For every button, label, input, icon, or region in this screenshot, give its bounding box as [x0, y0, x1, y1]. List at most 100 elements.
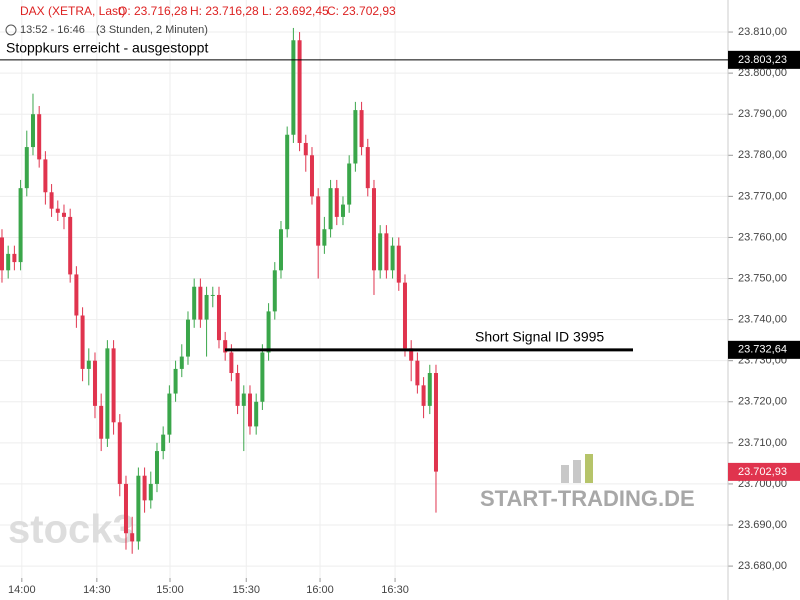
y-tick-label: 23.760,00 — [738, 231, 787, 243]
candle-body — [241, 393, 246, 406]
candle-body — [210, 294, 215, 296]
candle-body — [179, 356, 184, 369]
candle-body — [6, 253, 11, 271]
y-tick-label: 23.800,00 — [738, 67, 787, 79]
candle-body — [55, 208, 60, 213]
candle-body — [229, 352, 234, 374]
price-tag-label: 23.803,23 — [738, 54, 787, 66]
stop-text: Stoppkurs erreicht - ausgestoppt — [6, 40, 208, 56]
candle-body — [111, 348, 116, 423]
x-tick-label: 14:00 — [8, 584, 36, 596]
x-tick-label: 14:30 — [83, 584, 111, 596]
candle-body — [18, 188, 23, 263]
candle-body — [427, 373, 432, 406]
y-tick-label: 23.750,00 — [738, 272, 787, 284]
candle-body — [198, 286, 203, 320]
candle-body — [328, 188, 333, 230]
logo-bar — [573, 460, 581, 483]
candle-body — [0, 237, 4, 271]
y-tick-label: 23.810,00 — [738, 26, 787, 38]
duration: (3 Stunden, 2 Minuten) — [96, 24, 208, 36]
candle-body — [254, 401, 259, 427]
logo-bars — [561, 454, 593, 483]
candle-body — [61, 212, 66, 217]
candle-body — [204, 294, 209, 320]
candle-body — [130, 533, 135, 542]
y-tick-label: 23.790,00 — [738, 108, 787, 120]
candle-body — [272, 270, 277, 312]
time-range: 13:52 - 16:46 — [20, 24, 85, 36]
candle-body — [415, 360, 420, 386]
candle-body — [347, 163, 352, 205]
logo-bar — [561, 465, 569, 483]
candle-body — [433, 373, 438, 472]
candle-body — [384, 233, 389, 271]
y-tick-label: 23.680,00 — [738, 560, 787, 572]
symbol: DAX (XETRA, Last) — [20, 4, 125, 18]
candle-body — [365, 147, 370, 189]
candle-body — [390, 245, 395, 271]
candle-body — [12, 253, 17, 263]
candle-body — [396, 245, 401, 283]
candle-body — [74, 274, 79, 316]
candle-body — [421, 385, 426, 406]
candle-body — [223, 340, 228, 353]
watermark: stock3 — [8, 508, 135, 552]
candle-body — [359, 110, 364, 148]
candle-body — [247, 393, 252, 427]
ohlc-open: O: 23.716,28 — [118, 4, 188, 18]
candle-body — [334, 188, 339, 217]
candle-body — [49, 192, 54, 209]
candle-body — [173, 368, 178, 394]
candle-body — [409, 348, 414, 361]
candle-body — [278, 229, 283, 271]
candle-body — [316, 196, 321, 246]
candle-body — [322, 229, 327, 246]
candle-body — [266, 311, 271, 353]
candle-body — [303, 142, 308, 156]
ohlc-close: C: 23.702,93 — [327, 4, 396, 18]
y-tick-label: 23.710,00 — [738, 437, 787, 449]
y-tick-label: 23.720,00 — [738, 396, 787, 408]
candle-body — [105, 348, 110, 439]
candle-body — [24, 147, 29, 189]
candle-body — [86, 360, 91, 369]
candle-body — [285, 134, 290, 230]
watermark: START-TRADING.DE — [480, 486, 695, 511]
x-tick-label: 15:30 — [232, 584, 260, 596]
logo-bar — [585, 454, 593, 483]
candle-body — [167, 393, 172, 435]
candle-body — [136, 475, 141, 542]
candle-body — [92, 360, 97, 406]
candle-body — [148, 483, 153, 501]
candle-body — [371, 188, 376, 271]
y-tick-label: 23.770,00 — [738, 190, 787, 202]
candle-body — [161, 434, 166, 452]
candle-body — [353, 110, 358, 164]
candle-body — [260, 352, 265, 402]
candle-body — [297, 40, 302, 143]
candle-body — [37, 114, 42, 160]
candle-body — [30, 114, 35, 148]
grid — [0, 0, 728, 578]
candle-body — [117, 422, 122, 484]
candle-body — [402, 282, 407, 349]
candle-body — [142, 475, 147, 501]
y-tick-label: 23.780,00 — [738, 149, 787, 161]
candle-body — [154, 451, 159, 484]
candle-body — [43, 159, 48, 193]
x-tick-label: 16:30 — [381, 584, 409, 596]
y-tick-label: 23.740,00 — [738, 314, 787, 326]
candle-body — [235, 373, 240, 406]
last-price-label: 23.702,93 — [738, 466, 787, 478]
candle-body — [291, 40, 296, 135]
ohlc-low: L: 23.692,45 — [262, 4, 329, 18]
candle-body — [216, 294, 221, 341]
candle-body — [309, 155, 314, 197]
price-tag — [728, 50, 800, 69]
candle-body — [192, 286, 197, 320]
price-tag-label: 23.732,64 — [738, 344, 787, 356]
y-tick-label: 23.690,00 — [738, 519, 787, 531]
candle-body — [123, 483, 128, 534]
